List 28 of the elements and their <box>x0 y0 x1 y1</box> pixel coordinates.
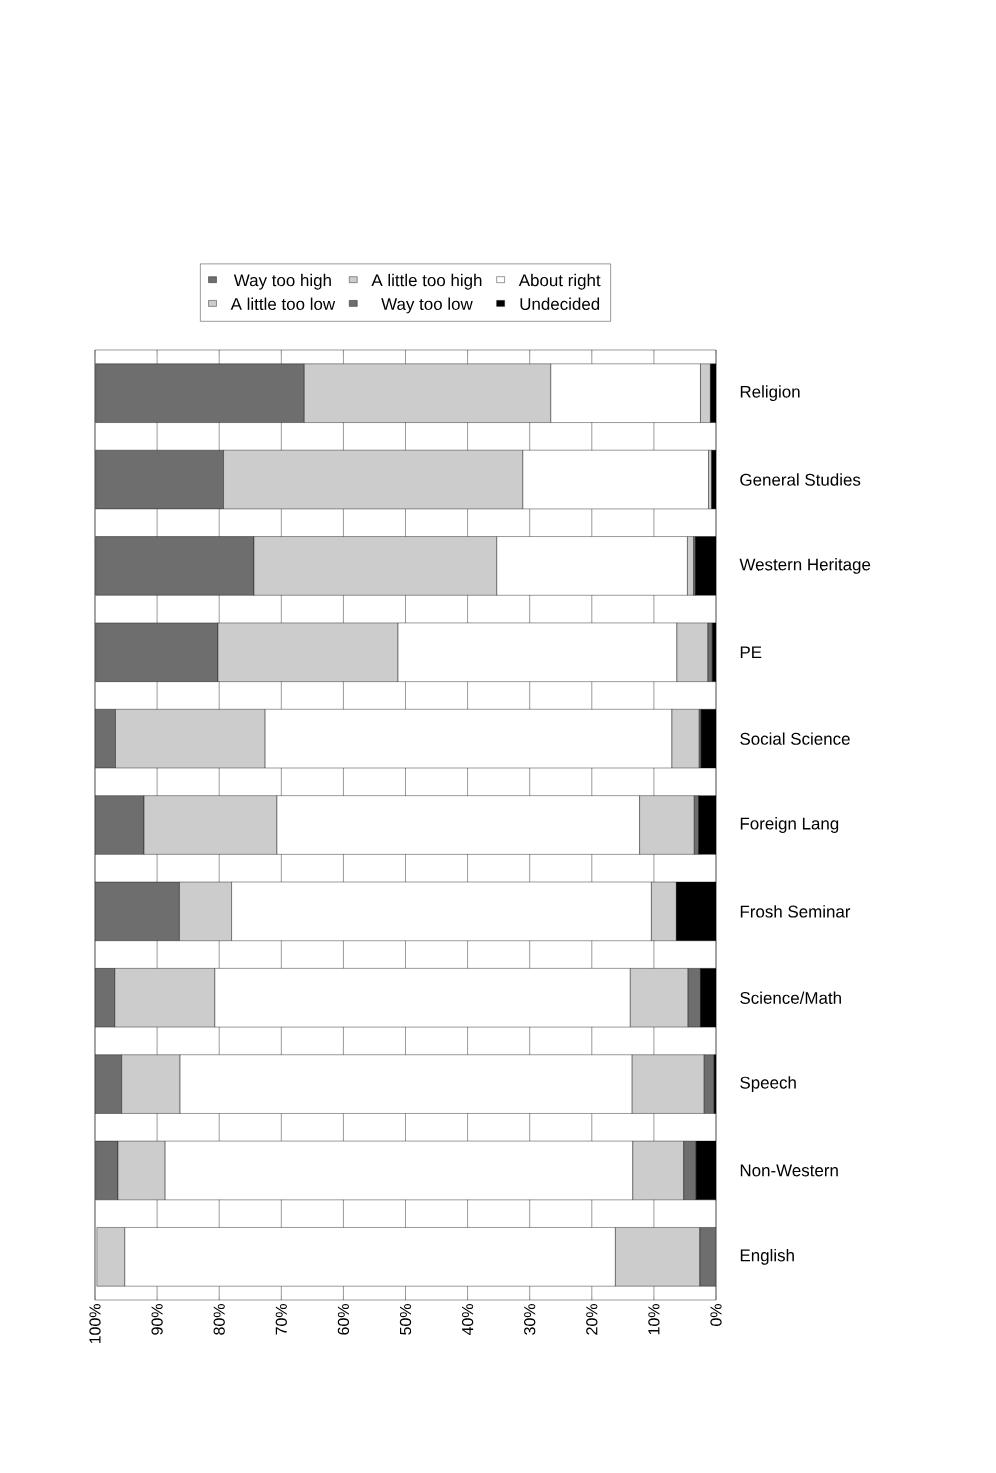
x-tick-label: 90% <box>151 1304 163 1335</box>
x-tick-label: 0% <box>710 1304 722 1326</box>
x-tick-label: 10% <box>648 1304 660 1335</box>
y-tick-label: Frosh Seminar <box>740 905 851 918</box>
legend-label: A little too high <box>371 273 482 290</box>
x-tick-label: 30% <box>524 1304 536 1335</box>
x-tick-label: 50% <box>399 1304 412 1335</box>
y-tick-label: English <box>740 1248 794 1265</box>
y-tick-label: Foreign Lang <box>740 817 839 833</box>
y-tick-label: PE <box>740 646 762 659</box>
legend-label: Undecided <box>520 297 600 311</box>
y-tick-label: Non-Western <box>740 1164 838 1177</box>
y-tick-label: Western Heritage <box>739 558 871 574</box>
y-tick-label: Speech <box>740 1076 796 1092</box>
legend-label: A little too low <box>230 297 336 311</box>
x-tick-label: 100% <box>89 1304 101 1344</box>
legend-label: Way too high <box>233 273 331 290</box>
x-tick-label: 70% <box>275 1304 287 1335</box>
y-tick-label: Social Science <box>740 732 850 745</box>
y-tick-label: General Studies <box>740 473 861 486</box>
x-tick-label: 40% <box>461 1304 474 1336</box>
y-tick-label: Religion <box>740 385 800 402</box>
x-tick-label: 60% <box>337 1304 350 1335</box>
x-tick-label: 80% <box>213 1304 225 1335</box>
legend-label: Way too low <box>381 297 473 314</box>
x-tick-label: 20% <box>586 1304 598 1335</box>
y-tick-label: Science/Math <box>740 991 841 1004</box>
legend-label: About right <box>518 273 601 290</box>
